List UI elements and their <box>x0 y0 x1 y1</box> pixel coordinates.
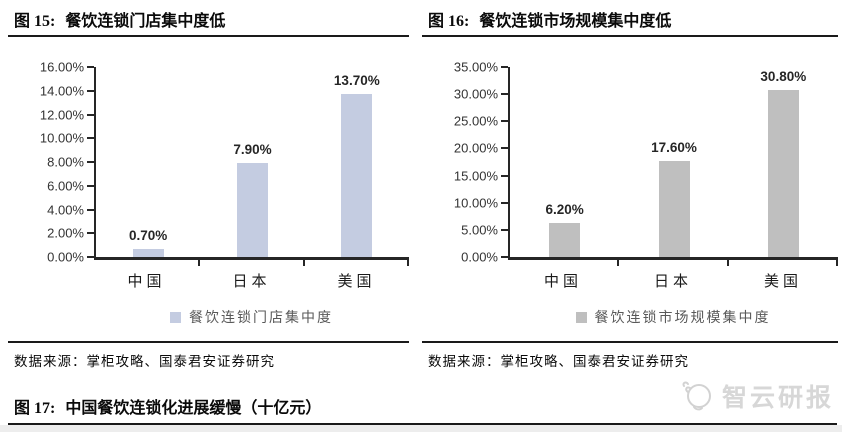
bar-value-label: 17.60% <box>651 140 697 156</box>
y-axis: 35.00% 30.00% 25.00% 20.00% 15.00% 10.00% 5.00… <box>422 60 508 265</box>
category-label: 美国 <box>337 274 376 290</box>
y-tick-mark <box>501 256 508 258</box>
y-tick-label: 35.00% <box>453 59 498 75</box>
bar-value-label: 30.80% <box>760 68 807 84</box>
bar-value-label: 7.90% <box>233 142 272 158</box>
figure-15-title: 图 15: 餐饮连锁门店集中度低 <box>8 0 409 37</box>
y-tick-mark <box>501 147 508 150</box>
y-tick-label: 12.00% <box>39 107 84 122</box>
bottom-section: 图 17: 中国餐饮连锁化进展缓慢（十亿元） <box>0 390 842 432</box>
figure-title-text: 餐饮连锁门店集中度低 <box>65 13 226 30</box>
figure-16-source: 数据来源：掌柜攻略、国泰君安证券研究 <box>422 341 838 370</box>
zhiyun-watermark: 智云研报 <box>680 378 834 414</box>
y-tick-mark <box>501 120 508 123</box>
figure-number: 图 15: <box>14 13 56 30</box>
category-label: 中国 <box>127 274 166 290</box>
y-tick-mark <box>501 174 508 177</box>
y-tick-mark <box>87 208 94 211</box>
y-tick-label: 25.00% <box>453 113 498 129</box>
legend-swatch <box>170 311 181 323</box>
figure-title-text: 中国餐饮连锁化进展缓慢（十亿元） <box>65 400 322 417</box>
plot-area: 0.70% 7.90% 13.70% <box>94 67 409 266</box>
bar-日本 <box>237 163 268 257</box>
bar-chart-store-concentration: 16.00% 14.00% 12.00% 10.00% 8.00% 6.00% 4.00% 2… <box>8 60 409 266</box>
category-label: 日本 <box>653 274 692 290</box>
figure-title-text: 餐饮连锁市场规模集中度低 <box>479 13 672 30</box>
y-tick-mark <box>87 161 94 163</box>
mascot-cloud-face-icon <box>682 381 711 411</box>
legend-label: 餐饮连锁门店集中度 <box>189 311 333 326</box>
chart-legend: 餐饮连锁门店集中度 <box>94 307 409 327</box>
y-tick-label: 20.00% <box>453 140 498 156</box>
y-tick-label: 4.00% <box>47 202 84 217</box>
bar-美国 <box>767 89 799 257</box>
category-label: 中国 <box>543 274 582 290</box>
bar-chart-market-concentration: 35.00% 30.00% 25.00% 20.00% 15.00% 10.00% 5.00… <box>422 60 838 266</box>
y-tick-mark <box>501 66 508 68</box>
chart-legend: 餐饮连锁市场规模集中度 <box>508 307 838 327</box>
legend-swatch <box>575 311 587 323</box>
bar-美国 <box>341 94 373 257</box>
bar-value-label: 13.70% <box>333 73 380 89</box>
category-axis: 中国 日本 美国 <box>94 260 409 291</box>
bar-日本 <box>658 161 690 257</box>
y-tick-label: 10.00% <box>39 130 84 146</box>
y-tick-label: 10.00% <box>453 195 498 211</box>
y-tick-label: 0.00% <box>47 249 84 265</box>
y-tick-mark <box>501 228 508 231</box>
x-tick-mark <box>836 259 838 266</box>
y-tick-label: 16.00% <box>39 59 84 75</box>
x-tick-mark <box>302 259 305 266</box>
next-chart-crop-strip <box>0 425 842 432</box>
figure-17-title: 图 17: 中国餐饮连锁化进展缓慢（十亿元） <box>8 390 837 425</box>
category-label: 日本 <box>232 274 271 290</box>
watermark-text: 智云研报 <box>721 384 834 412</box>
y-tick-label: 15.00% <box>453 168 498 184</box>
category-axis: 中国 日本 美国 <box>508 260 838 291</box>
y-tick-mark <box>87 232 94 235</box>
figure-15-source: 数据来源：掌柜攻略、国泰君安证券研究 <box>8 341 409 370</box>
y-tick-mark <box>87 89 94 92</box>
y-tick-label: 0.00% <box>461 249 498 265</box>
bar-中国 <box>549 223 581 257</box>
figure-number: 图 17: <box>14 400 56 417</box>
y-tick-mark <box>87 184 94 187</box>
category-label: 美国 <box>763 274 802 290</box>
figure-16: 图 16: 餐饮连锁市场规模集中度低 35.00% 30.00% 25.00% 20.… <box>422 0 838 370</box>
y-tick-label: 8.00% <box>47 154 84 170</box>
y-tick-label: 14.00% <box>39 83 84 99</box>
figure-16-title: 图 16: 餐饮连锁市场规模集中度低 <box>422 0 838 37</box>
y-tick-mark <box>87 113 94 116</box>
y-tick-mark <box>501 201 508 204</box>
y-tick-mark <box>87 66 94 68</box>
bar-value-label: 6.20% <box>545 202 584 218</box>
y-tick-label: 2.00% <box>47 225 84 241</box>
figure-15: 图 15: 餐饮连锁门店集中度低 16.00% 14.00% 12.00% 10.00… <box>8 0 409 370</box>
y-tick-label: 5.00% <box>461 222 498 238</box>
figure-panels: 图 15: 餐饮连锁门店集中度低 16.00% 14.00% 12.00% 10.00… <box>8 0 838 370</box>
legend-label: 餐饮连锁市场规模集中度 <box>594 311 771 326</box>
x-tick-mark <box>407 259 409 266</box>
plot-area: 6.20% 17.60% 30.80% <box>508 67 838 266</box>
bar-中国 <box>132 248 164 257</box>
y-tick-mark <box>87 137 94 140</box>
y-tick-label: 30.00% <box>453 86 498 102</box>
y-tick-label: 6.00% <box>47 178 84 194</box>
x-tick-mark <box>198 259 201 266</box>
bar-value-label: 0.70% <box>129 227 168 243</box>
y-tick-mark <box>87 256 94 258</box>
y-tick-mark <box>501 93 508 96</box>
y-axis: 16.00% 14.00% 12.00% 10.00% 8.00% 6.00% 4.00% 2… <box>8 60 94 265</box>
figure-number: 图 16: <box>428 13 470 30</box>
x-tick-mark <box>617 259 620 266</box>
x-tick-mark <box>726 259 729 266</box>
